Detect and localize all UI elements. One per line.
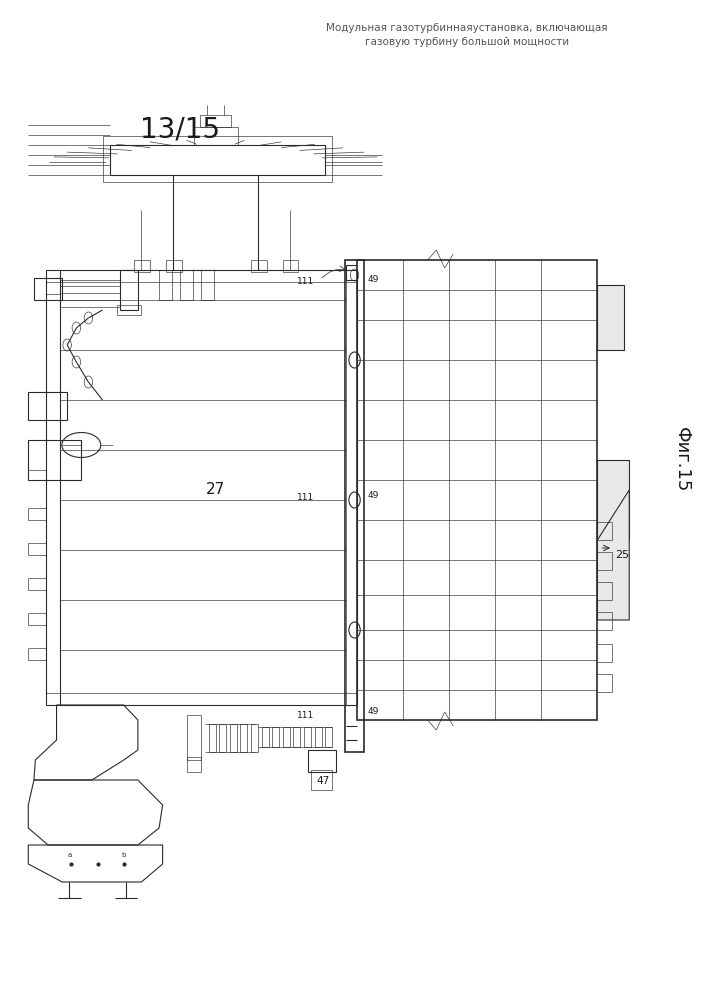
Bar [293,727,300,747]
Bar [283,260,298,272]
Circle shape [72,322,81,334]
Text: 13/15: 13/15 [140,115,221,143]
Bar [251,724,258,752]
Bar [209,724,216,752]
Text: 111: 111 [298,710,315,720]
Bar [597,460,629,540]
Bar [159,270,172,300]
Bar [117,305,141,315]
Text: 111: 111 [298,493,315,502]
Text: 49: 49 [368,490,379,499]
Circle shape [84,376,93,388]
Text: Фиг.15: Фиг.15 [673,427,691,493]
Text: a: a [67,852,71,858]
Bar [357,260,597,720]
Bar [272,727,279,747]
Bar [194,127,238,145]
Text: Модульная газотурбиннаяустановка, включающая: Модульная газотурбиннаяустановка, включа… [326,23,607,33]
Bar [34,278,62,300]
Text: 49: 49 [368,708,379,716]
Text: 27: 27 [206,483,226,497]
Text: 49: 49 [368,275,379,284]
Circle shape [72,356,81,368]
Bar [180,270,193,300]
Bar [187,757,201,772]
Circle shape [63,339,71,351]
Text: 111: 111 [298,277,315,286]
Bar [240,724,247,752]
Bar [308,750,336,772]
Bar [134,260,150,272]
Bar [28,440,81,480]
Bar [200,115,231,127]
Bar [219,724,226,752]
Bar [110,145,325,175]
Polygon shape [597,490,629,620]
Bar [166,260,182,272]
Bar [283,727,290,747]
Bar [304,727,311,747]
Bar [325,727,332,747]
Text: газовую турбину большой мощности: газовую турбину большой мощности [365,37,568,47]
Bar [597,285,624,350]
Text: 47: 47 [317,776,330,786]
Bar [103,136,332,182]
Bar [311,770,332,790]
Text: b: b [122,852,126,858]
Bar [120,270,138,310]
Text: 25: 25 [615,550,629,560]
Bar [28,392,67,420]
Bar [187,715,201,760]
Bar [345,260,364,752]
Bar [315,727,322,747]
Bar [262,727,269,747]
Circle shape [84,312,93,324]
Bar [201,270,214,300]
Bar [230,724,237,752]
Bar [251,260,267,272]
